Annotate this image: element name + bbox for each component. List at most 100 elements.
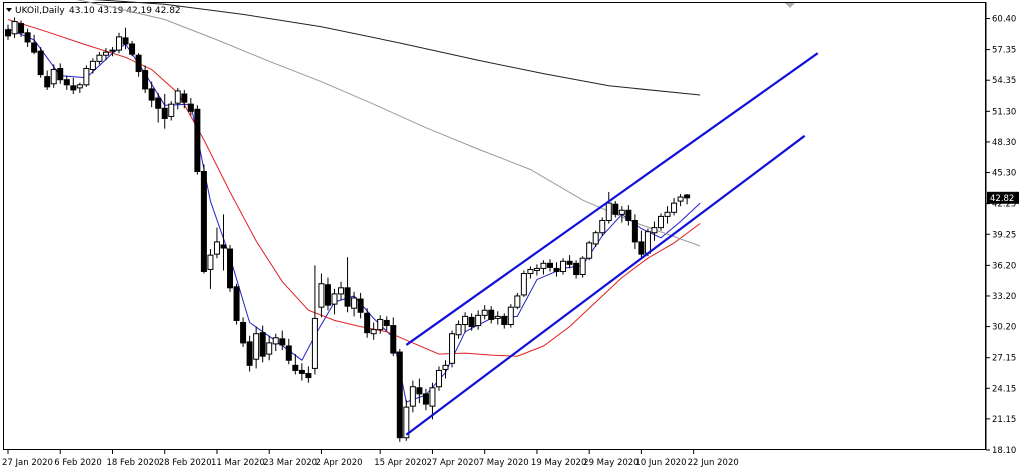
candle [416, 378, 423, 404]
candle-body-down [383, 319, 390, 327]
candle-body-down [285, 345, 292, 361]
channel-lower-line[interactable] [405, 134, 806, 436]
candle-body-up [96, 54, 103, 62]
candle [155, 92, 162, 123]
candle-body-up [213, 241, 220, 255]
candle [116, 32, 123, 54]
candle-body-down [259, 332, 266, 357]
current-price-box [987, 191, 1019, 204]
candle [89, 58, 96, 74]
candle-body-down [129, 43, 136, 55]
x-axis: 27 Jan 2020 6 Feb 2020 18 Feb 2020 28 Feb 2… [2, 450, 739, 468]
candle [338, 281, 345, 301]
candle-body-up [403, 406, 410, 439]
candle [233, 283, 240, 325]
candle [566, 255, 573, 269]
ma-slow-dark-line [92, 0, 701, 96]
current-price-marker: 42.82 [987, 191, 1019, 204]
y-tick-label: 30.20 [992, 323, 1016, 333]
candle-body-down [44, 76, 51, 88]
y-tick-label: 36.20 [992, 261, 1016, 271]
candle-body-up [83, 67, 90, 86]
candle [390, 317, 397, 357]
candle [664, 206, 671, 224]
candle [560, 258, 567, 275]
candle [142, 65, 149, 93]
candle [638, 230, 645, 260]
candle-body-up [109, 49, 116, 52]
candle [468, 313, 475, 331]
candle [298, 363, 305, 381]
candle-body-up [116, 36, 123, 51]
candle-body-up [514, 295, 521, 308]
candle [18, 20, 25, 37]
candle-body-up [435, 369, 442, 388]
candle [599, 217, 606, 236]
candle-body-up [266, 342, 273, 355]
x-tick-label: 15 Apr 2020 [374, 458, 427, 468]
candle [631, 214, 638, 250]
candle-body-up [481, 309, 488, 316]
candle-body-up [89, 60, 96, 71]
candle-body-down [200, 171, 207, 272]
candle-body-down [37, 50, 44, 76]
candle [76, 82, 83, 93]
x-tick-label: 6 Feb 2020 [54, 458, 102, 468]
candle-body-down [344, 287, 351, 307]
candle-body-down [142, 70, 149, 90]
candle [174, 87, 181, 110]
candle-body-down [70, 85, 77, 91]
candle-body-down [31, 42, 38, 53]
x-tick-label: 27 Apr 2020 [426, 458, 479, 468]
price-channel[interactable] [405, 52, 819, 436]
candle [527, 266, 534, 279]
candle [546, 259, 553, 272]
candle [161, 93, 168, 129]
candle [605, 191, 612, 224]
candle-body-up [351, 297, 358, 309]
scroll-shift-marker-icon[interactable] [785, 3, 795, 8]
y-tick-label: 57.35 [992, 46, 1016, 56]
candle-body-down [279, 338, 286, 346]
x-tick-label: 23 Mar 2020 [263, 458, 317, 468]
candle [272, 333, 279, 352]
candle-body-down [553, 267, 560, 272]
x-tick-label: 27 Jan 2020 [2, 458, 53, 468]
candle [70, 77, 77, 94]
chart-header: UKOil,Daily 43.10 43.19 42.19 42.82 [6, 6, 181, 16]
candle-body-down [488, 309, 495, 320]
candle-body-up [338, 287, 345, 295]
y-tick-label: 24.15 [992, 384, 1016, 394]
channel-upper-line[interactable] [405, 52, 819, 346]
candle [5, 24, 11, 40]
candle-body-down [122, 37, 129, 45]
candle-body-down [227, 248, 234, 289]
candle-body-down [63, 79, 70, 86]
x-tick-label: 7 May 2020 [479, 458, 529, 468]
candle-body-up [592, 232, 599, 245]
candle-body-up [409, 386, 416, 407]
candle-body-up [533, 267, 540, 271]
candle [507, 304, 514, 328]
candle [481, 305, 488, 320]
y-tick-label: 18.10 [992, 446, 1016, 456]
candle [357, 292, 364, 319]
candle [31, 34, 38, 55]
candle [109, 47, 116, 57]
candle [422, 388, 429, 411]
candle [396, 349, 403, 442]
y-tick-label: 42.25 [992, 200, 1016, 210]
candle-body-down [155, 97, 162, 109]
candle-body-up [651, 227, 658, 234]
candle [37, 47, 44, 78]
candle-body-down [57, 67, 64, 81]
candle-body-down [161, 107, 168, 119]
candle [351, 291, 358, 317]
candle-body-up [174, 90, 181, 104]
candle-body-up [311, 317, 318, 369]
candle [57, 63, 64, 84]
ma-slow-light-line [76, 0, 701, 247]
dropdown-arrow-icon[interactable] [6, 8, 12, 12]
